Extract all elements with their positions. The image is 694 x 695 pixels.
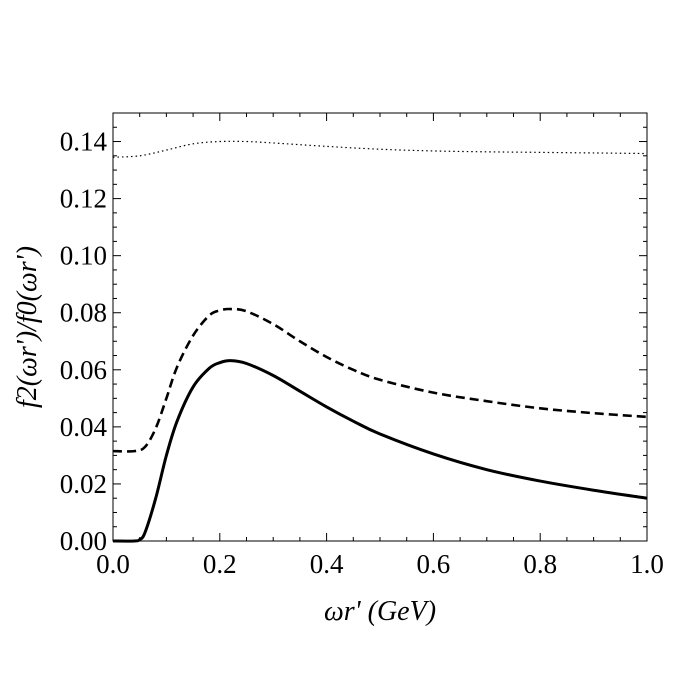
series-layer (112, 140, 648, 543)
y-tick-label: 0.08 (60, 298, 107, 328)
x-axis-title: ωr' (GeV) (324, 596, 436, 627)
x-tick-label: 1.0 (630, 549, 664, 579)
y-tick-label: 0.04 (60, 412, 108, 442)
series-solid-line (112, 359, 648, 543)
y-tick-label: 0.12 (60, 184, 107, 214)
y-tick-label: 0.00 (60, 526, 107, 556)
series-dotted-line (112, 140, 648, 158)
x-tick-label: 0.8 (523, 549, 557, 579)
plot-frame (112, 112, 648, 542)
y-tick-label: 0.02 (60, 469, 107, 499)
series-dashed-line (112, 307, 648, 453)
x-tick-label: 0.6 (417, 549, 451, 579)
x-tick-label: 0.0 (96, 549, 130, 579)
y-axis-title: f2(ωr')/f0(ωr') (12, 246, 43, 408)
x-tick-labels: 0.0 0.2 0.4 0.6 0.8 1.0 (96, 549, 664, 579)
y-tick-label: 0.14 (60, 127, 108, 157)
x-tick-label: 0.2 (203, 549, 237, 579)
y-tick-labels: 0.00 0.02 0.04 0.06 0.08 0.10 0.12 0.14 (60, 127, 108, 556)
y-tick-label: 0.06 (60, 355, 107, 385)
axis-ticks (112, 112, 648, 542)
y-tick-label: 0.10 (60, 241, 107, 271)
x-tick-label: 0.4 (310, 549, 344, 579)
